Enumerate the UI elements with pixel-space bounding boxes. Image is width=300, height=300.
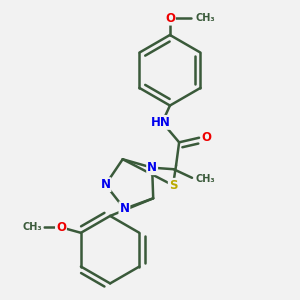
Text: N: N [100, 178, 110, 191]
Text: S: S [169, 179, 177, 192]
Text: O: O [202, 131, 212, 144]
Text: O: O [56, 221, 66, 234]
Text: CH₃: CH₃ [23, 222, 43, 232]
Text: HN: HN [151, 116, 171, 129]
Text: N: N [147, 161, 157, 174]
Text: CH₃: CH₃ [195, 174, 215, 184]
Text: CH₃: CH₃ [195, 13, 215, 23]
Text: O: O [165, 12, 175, 25]
Text: N: N [119, 202, 129, 215]
